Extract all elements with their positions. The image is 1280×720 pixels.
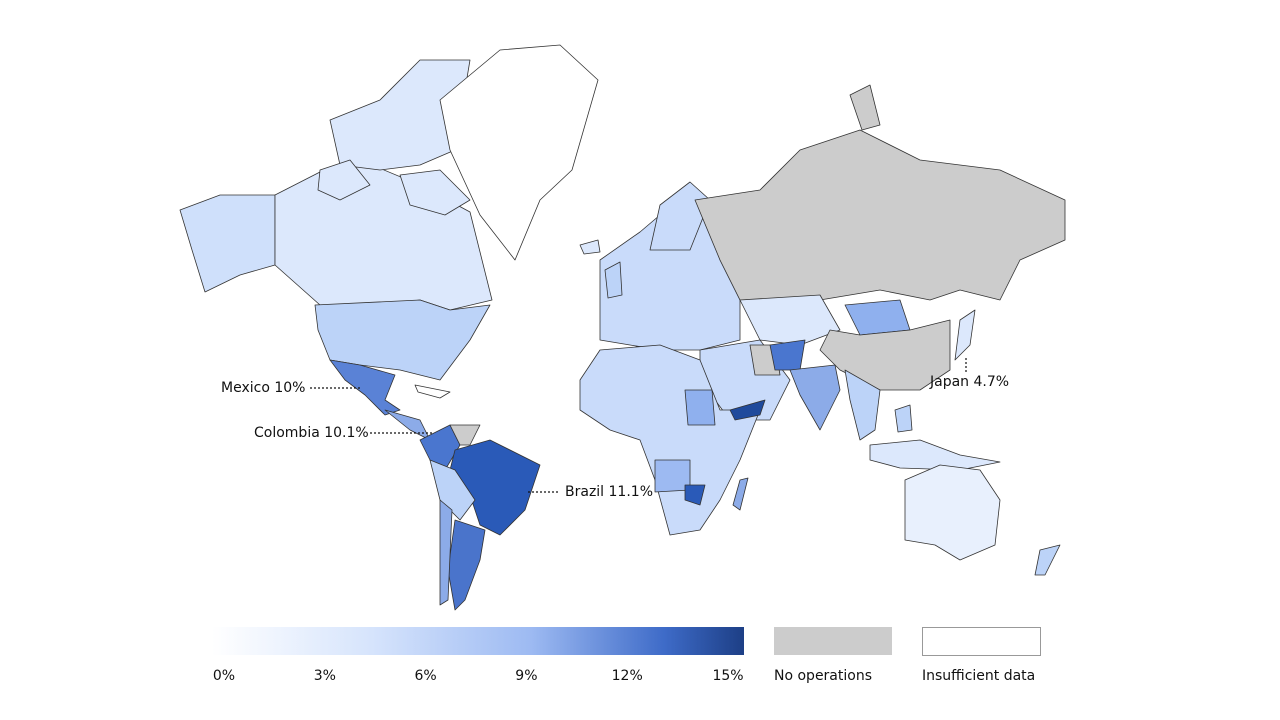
scale-label: 12% <box>612 668 643 684</box>
legend-label: No operations <box>774 668 872 684</box>
scale-label: 6% <box>414 668 436 684</box>
scale-label: 9% <box>515 668 537 684</box>
scale-label: 15% <box>712 668 743 684</box>
annotation: Japan 4.7% <box>929 374 1009 390</box>
annotation: Mexico 10% <box>221 380 305 396</box>
color-scale <box>212 627 744 655</box>
annotation: Brazil 11.1% <box>565 484 653 500</box>
scale-label: 0% <box>213 668 235 684</box>
annotations: Mexico 10% Colombia 10.1% Brazil 11.1% J… <box>221 358 1009 500</box>
scale-label: 3% <box>314 668 336 684</box>
legend: No operations Insufficient data 0% 3% 6% 9%… <box>212 627 1041 684</box>
insufficient-data-swatch <box>922 627 1041 656</box>
annotation: Colombia 10.1% <box>254 425 369 441</box>
no-operations-swatch <box>774 627 892 655</box>
legend-label: Insufficient data <box>922 668 1035 684</box>
countries <box>179 44 1066 611</box>
